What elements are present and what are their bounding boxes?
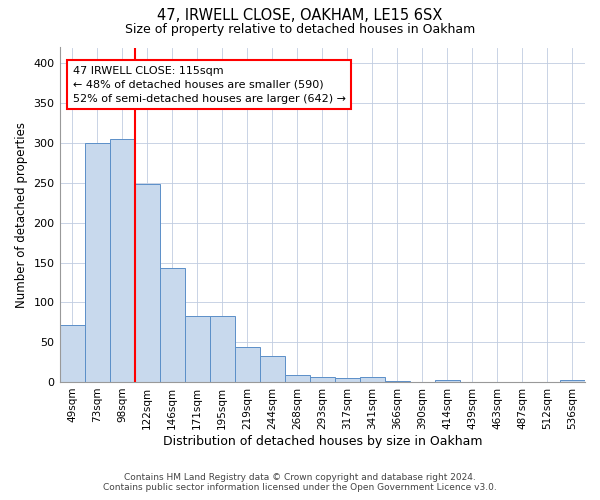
Bar [435, 380, 460, 382]
X-axis label: Distribution of detached houses by size in Oakham: Distribution of detached houses by size … [163, 434, 482, 448]
Bar [59, 324, 85, 382]
Bar [134, 184, 160, 382]
Text: 47 IRWELL CLOSE: 115sqm
← 48% of detached houses are smaller (590)
52% of semi-d: 47 IRWELL CLOSE: 115sqm ← 48% of detache… [73, 66, 346, 104]
Bar [285, 375, 310, 382]
Bar [110, 139, 134, 382]
Bar [560, 380, 585, 382]
Bar [85, 143, 110, 382]
Text: 47, IRWELL CLOSE, OAKHAM, LE15 6SX: 47, IRWELL CLOSE, OAKHAM, LE15 6SX [157, 8, 443, 22]
Bar [310, 377, 335, 382]
Bar [185, 316, 209, 382]
Bar [260, 356, 285, 382]
Y-axis label: Number of detached properties: Number of detached properties [15, 122, 28, 308]
Text: Contains HM Land Registry data © Crown copyright and database right 2024.
Contai: Contains HM Land Registry data © Crown c… [103, 473, 497, 492]
Bar [335, 378, 360, 382]
Bar [209, 316, 235, 382]
Bar [160, 268, 185, 382]
Bar [385, 381, 410, 382]
Bar [235, 347, 260, 382]
Bar [360, 377, 385, 382]
Text: Size of property relative to detached houses in Oakham: Size of property relative to detached ho… [125, 22, 475, 36]
